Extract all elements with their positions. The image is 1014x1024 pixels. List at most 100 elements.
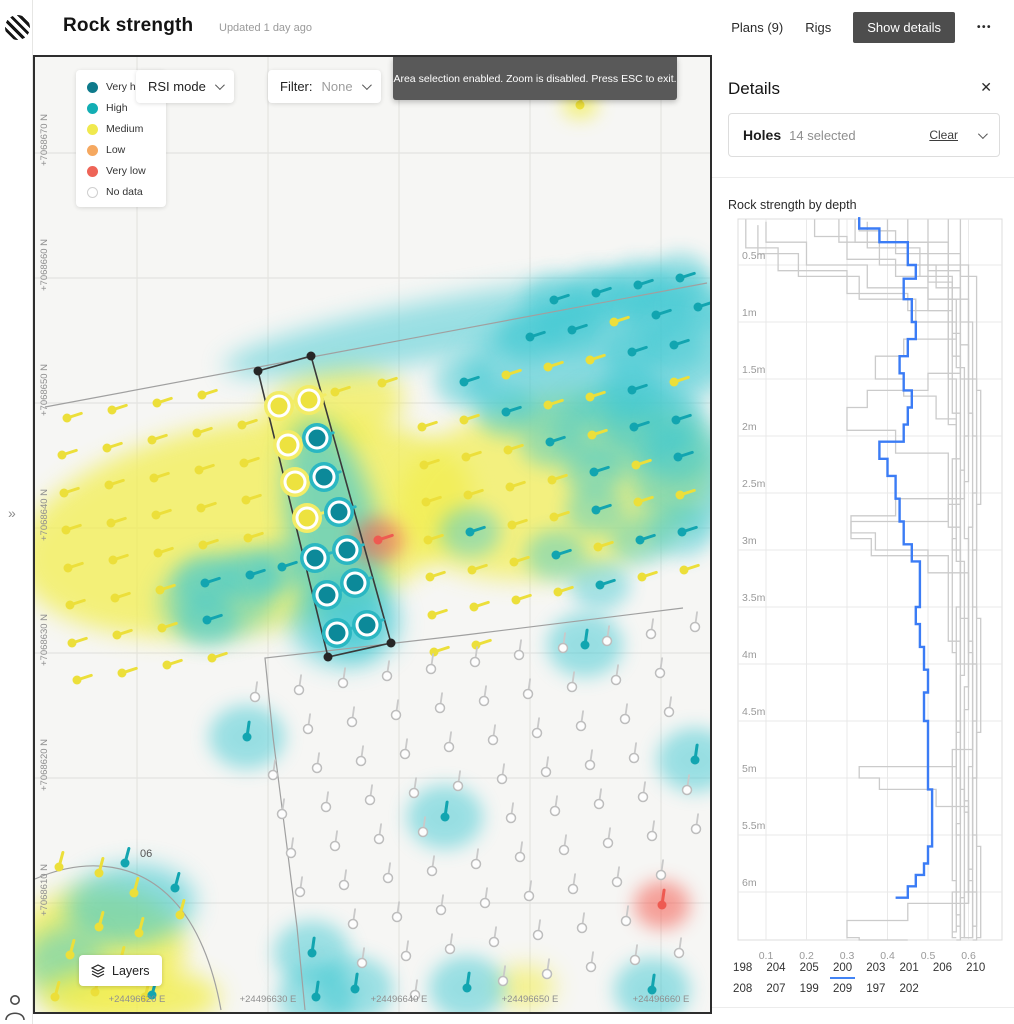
- page-title: Rock strength: [63, 15, 194, 36]
- svg-text:6m: 6m: [742, 877, 757, 889]
- svg-text:2.5m: 2.5m: [742, 478, 766, 490]
- updated-timestamp: Updated 1 day ago: [219, 22, 312, 34]
- legend-item: Very low: [87, 165, 156, 177]
- filter-value: None: [321, 79, 353, 94]
- svg-text:+24496620 E: +24496620 E: [109, 994, 166, 1005]
- gray-hole-line: [959, 219, 982, 939]
- app-logo-icon[interactable]: [5, 15, 30, 40]
- svg-text:3m: 3m: [742, 535, 757, 547]
- hole-chip-204[interactable]: 204: [766, 962, 786, 974]
- selected-hole-line: [858, 217, 934, 899]
- divider: [712, 1007, 1014, 1008]
- clear-selection-link[interactable]: Clear: [929, 128, 958, 142]
- close-icon[interactable]: ✕: [980, 79, 992, 95]
- svg-text:0.5m: 0.5m: [742, 250, 766, 262]
- gray-hole-line: [858, 217, 966, 939]
- svg-text:+7068640 N: +7068640 N: [39, 489, 50, 541]
- area-selection-toast: Area selection enabled. Zoom is disabled…: [393, 57, 677, 100]
- svg-text:1m: 1m: [742, 307, 757, 319]
- hole-chip-199[interactable]: 199: [799, 983, 819, 995]
- svg-text:+24496660 E: +24496660 E: [633, 994, 690, 1005]
- hole-chip-209[interactable]: 209: [832, 983, 853, 995]
- svg-text:4.5m: 4.5m: [742, 706, 766, 718]
- legend-card: Very high High Medium Low Very low No data: [76, 70, 166, 207]
- legend-color-dot: [87, 165, 98, 177]
- chart-title: Rock strength by depth: [728, 198, 857, 212]
- rsi-mode-select[interactable]: RSI mode: [136, 70, 234, 103]
- layers-button[interactable]: Layers: [79, 955, 162, 986]
- legend-label: Low: [106, 144, 126, 156]
- show-details-button[interactable]: Show details: [853, 12, 955, 43]
- divider: [712, 177, 1014, 178]
- svg-text:3.5m: 3.5m: [742, 592, 766, 604]
- rsi-mode-label: RSI mode: [148, 79, 206, 94]
- svg-text:+24496630 E: +24496630 E: [240, 994, 297, 1005]
- layers-icon: [91, 963, 105, 978]
- svg-text:+24496640 E: +24496640 E: [371, 994, 428, 1005]
- hole-chip-197[interactable]: 197: [866, 983, 886, 995]
- legend-color-dot: [87, 102, 98, 114]
- legend-color-dot: [87, 186, 98, 198]
- svg-text:2m: 2m: [742, 421, 757, 433]
- legend-item: Low: [87, 144, 156, 156]
- hole-chip-208[interactable]: 208: [733, 983, 753, 995]
- svg-text:+7068620 N: +7068620 N: [39, 739, 50, 791]
- expand-sidebar-icon[interactable]: »: [8, 505, 16, 521]
- holes-count: 14 selected: [789, 127, 856, 143]
- hole-chip-198[interactable]: 198: [733, 962, 753, 974]
- details-title: Details: [728, 79, 780, 98]
- left-rail: »: [0, 0, 33, 1024]
- hole-chip-210[interactable]: 210: [966, 962, 986, 974]
- svg-text:5.5m: 5.5m: [742, 820, 766, 832]
- filter-select[interactable]: Filter: None: [268, 70, 381, 103]
- legend-item: No data: [87, 186, 156, 198]
- svg-text:0.6: 0.6: [961, 950, 976, 962]
- svg-text:0.3: 0.3: [840, 950, 855, 962]
- svg-text:0.2: 0.2: [799, 950, 814, 962]
- hole-chip-207[interactable]: 207: [766, 983, 786, 995]
- user-profile-icon[interactable]: [3, 992, 29, 1024]
- legend-color-dot: [87, 123, 98, 135]
- more-menu-icon[interactable]: •••: [976, 22, 992, 33]
- plans-button[interactable]: Plans (9): [731, 20, 784, 35]
- svg-text:+7068670 N: +7068670 N: [39, 114, 50, 166]
- gray-hole-line: [854, 219, 962, 941]
- chevron-down-icon[interactable]: [977, 128, 988, 139]
- legend-label: No data: [106, 186, 143, 198]
- chevron-down-icon: [214, 80, 225, 91]
- legend-label: Medium: [106, 123, 144, 135]
- details-panel: Details ✕ Holes 14 selected Clear Rock s…: [712, 55, 1014, 1024]
- hole-chip-201[interactable]: 201: [899, 962, 919, 974]
- svg-text:5m: 5m: [742, 763, 757, 775]
- chevron-down-icon: [361, 80, 372, 91]
- map-canvas[interactable]: 06 +7068670 N +7068660 N +7068650 N +7068640…: [35, 57, 710, 1012]
- holes-label: Holes: [743, 127, 782, 143]
- hole-chip-row: 208 207 199 209 197 202: [726, 979, 1006, 1000]
- layers-label: Layers: [112, 963, 150, 978]
- svg-text:+7068650 N: +7068650 N: [39, 364, 50, 416]
- svg-text:0.1: 0.1: [759, 950, 774, 962]
- legend-color-dot: [87, 144, 98, 156]
- legend-color-dot: [87, 81, 98, 93]
- hole-chip-list: 198 204 205 200 203 201 206 210 208 207 199 209 197 2…: [726, 958, 1006, 1000]
- legend-item: Medium: [87, 123, 156, 135]
- holes-selector[interactable]: Holes 14 selected Clear: [728, 113, 1000, 157]
- hole-chip-203[interactable]: 203: [866, 962, 886, 974]
- svg-text:+7068630 N: +7068630 N: [39, 614, 50, 666]
- hole-chip-205[interactable]: 205: [799, 962, 819, 974]
- hole-chip-202[interactable]: 202: [899, 983, 919, 995]
- filter-label: Filter:: [280, 79, 313, 94]
- rigs-button[interactable]: Rigs: [805, 20, 832, 35]
- svg-text:+24496650 E: +24496650 E: [502, 994, 559, 1005]
- hole-chip-206[interactable]: 206: [932, 962, 953, 974]
- hole-chip-200[interactable]: 200: [826, 958, 859, 979]
- header: Rock strength Updated 1 day ago Plans (9…: [34, 0, 1014, 55]
- svg-text:0.4: 0.4: [880, 950, 895, 962]
- svg-text:0.5: 0.5: [921, 950, 936, 962]
- depth-chart: 0.5m 1m 1.5m 2m 2.5m 3m 3.5m 4m 4.5m 5m 5.5m 6m 0.1 0…: [737, 217, 1003, 962]
- gray-hole-line: [858, 219, 974, 939]
- map-viewport[interactable]: 06 +7068670 N +7068660 N +7068650 N +7068640…: [33, 55, 712, 1014]
- legend-item: High: [87, 102, 156, 114]
- svg-text:+7068660 N: +7068660 N: [39, 239, 50, 291]
